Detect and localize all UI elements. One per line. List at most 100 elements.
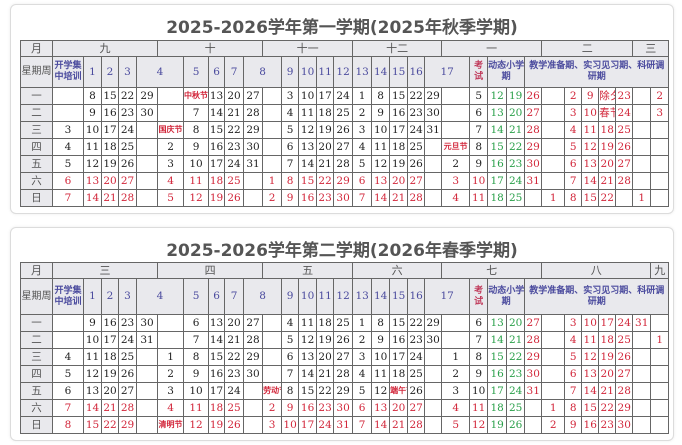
- holiday-cell: 清明节: [157, 416, 185, 434]
- week-number-header: 4: [135, 278, 185, 315]
- date-cell: 14: [581, 172, 600, 190]
- week-header-row: 星期周 开学集中培训 1 2 3 4 5 6 7 8 9 10 11 12 13 14 15 16 17 考试 动态小学…: [20, 56, 670, 88]
- date-cell: 11: [83, 348, 102, 366]
- date-cell: 6: [281, 348, 300, 366]
- date-cell: 2: [441, 365, 471, 383]
- week-number-header: 7: [224, 56, 245, 88]
- date-cell: [632, 416, 652, 434]
- date-cell: 28: [407, 416, 426, 434]
- date-cell: 14: [208, 331, 226, 349]
- date-cell: 28: [615, 172, 634, 190]
- date-cell: [650, 172, 670, 190]
- date-cell: 30: [243, 138, 264, 156]
- date-cell: 9: [564, 416, 583, 434]
- date-cell: 11: [581, 121, 600, 139]
- date-cell: 10: [581, 314, 600, 332]
- date-cell: [424, 399, 443, 417]
- weekday-label: 一: [20, 87, 53, 105]
- date-cell: 9: [371, 104, 391, 122]
- date-cell: [441, 87, 471, 105]
- date-cell: 1: [441, 348, 471, 366]
- date-cell: 23: [407, 331, 426, 349]
- date-cell: [135, 348, 159, 366]
- weekday-row: 二 9 16 23 30 7 14 21 28 4 11 18 25 2 9 16 23 30 6 13 20 27 3 10…: [20, 104, 670, 122]
- date-cell: 10: [83, 331, 102, 349]
- month-header: 十一: [262, 40, 354, 57]
- date-cell: 7: [469, 121, 489, 139]
- date-cell: [632, 365, 652, 383]
- week-number-header: 6: [208, 278, 226, 315]
- date-cell: 27: [524, 314, 543, 332]
- date-cell: 8: [281, 172, 300, 190]
- date-cell: 7: [469, 331, 489, 349]
- date-cell: 7: [564, 382, 583, 400]
- date-cell: 4: [352, 138, 373, 156]
- date-cell: 15: [581, 189, 600, 207]
- date-cell: [541, 331, 566, 349]
- date-cell: 24: [407, 121, 426, 139]
- date-cell: [441, 314, 471, 332]
- date-cell: 20: [389, 172, 409, 190]
- date-cell: 11: [371, 365, 391, 383]
- date-cell: 24: [615, 314, 634, 332]
- date-cell: 11: [298, 104, 318, 122]
- month-header: 三: [632, 40, 670, 57]
- date-cell: 8: [371, 87, 391, 105]
- date-cell: 7: [52, 399, 84, 417]
- date-cell: 1: [650, 331, 670, 349]
- summer-term-header: 动态小学期: [487, 56, 526, 88]
- date-cell: [157, 87, 185, 105]
- date-cell: [441, 121, 471, 139]
- date-cell: 6: [281, 138, 300, 156]
- date-cell: 17: [487, 382, 508, 400]
- date-cell: 14: [298, 365, 318, 383]
- date-cell: 2: [352, 331, 373, 349]
- date-cell: 12: [83, 155, 102, 173]
- month-header: 二: [541, 40, 634, 57]
- date-cell: 29: [333, 382, 354, 400]
- date-cell: 22: [224, 348, 245, 366]
- date-cell: 23: [598, 416, 617, 434]
- weekday-row: 六 7 14 21 28 4 11 18 25 2 9 16 23 30 6 13 20 27 4 11 18 25 1 8 1…: [20, 399, 670, 417]
- date-cell: 21: [598, 382, 617, 400]
- week-number-header: 17: [424, 278, 471, 315]
- date-cell: 20: [506, 104, 526, 122]
- date-cell: 21: [316, 365, 335, 383]
- date-cell: 12: [298, 121, 318, 139]
- date-cell: 18: [598, 331, 617, 349]
- month-header: 十: [157, 40, 264, 57]
- date-cell: 12: [581, 138, 600, 156]
- date-cell: 23: [407, 104, 426, 122]
- date-cell: 12: [581, 348, 600, 366]
- weekday-label: 日: [20, 189, 53, 207]
- date-cell: 17: [389, 121, 409, 139]
- weekday-label: 二: [20, 104, 53, 122]
- date-cell: 30: [333, 189, 354, 207]
- date-cell: 23: [118, 104, 137, 122]
- date-cell: [650, 155, 670, 173]
- date-cell: 8: [52, 416, 84, 434]
- date-cell: 1: [352, 87, 373, 105]
- date-cell: 11: [371, 138, 391, 156]
- date-cell: [135, 416, 159, 434]
- date-cell: 12: [371, 155, 391, 173]
- date-cell: 16: [208, 138, 226, 156]
- date-cell: 26: [224, 416, 245, 434]
- semester-1-card: 2025-2026学年第一学期(2025年秋季学期) 月九十十一 十二一二三星期周…: [10, 4, 674, 214]
- date-cell: 20: [101, 172, 119, 190]
- date-cell: 20: [506, 314, 526, 332]
- date-cell: 3: [52, 121, 84, 139]
- date-cell: [424, 155, 443, 173]
- date-cell: [135, 382, 159, 400]
- date-cell: [135, 138, 159, 156]
- date-cell: 21: [389, 416, 409, 434]
- date-cell: 7: [183, 331, 210, 349]
- date-cell: 10: [469, 172, 489, 190]
- date-cell: 17: [389, 348, 409, 366]
- date-cell: 27: [524, 104, 543, 122]
- date-cell: 30: [333, 399, 354, 417]
- week-number-header: 17: [424, 56, 471, 88]
- date-cell: [262, 121, 283, 139]
- date-cell: 5: [352, 155, 373, 173]
- week-number-header: 9: [281, 56, 300, 88]
